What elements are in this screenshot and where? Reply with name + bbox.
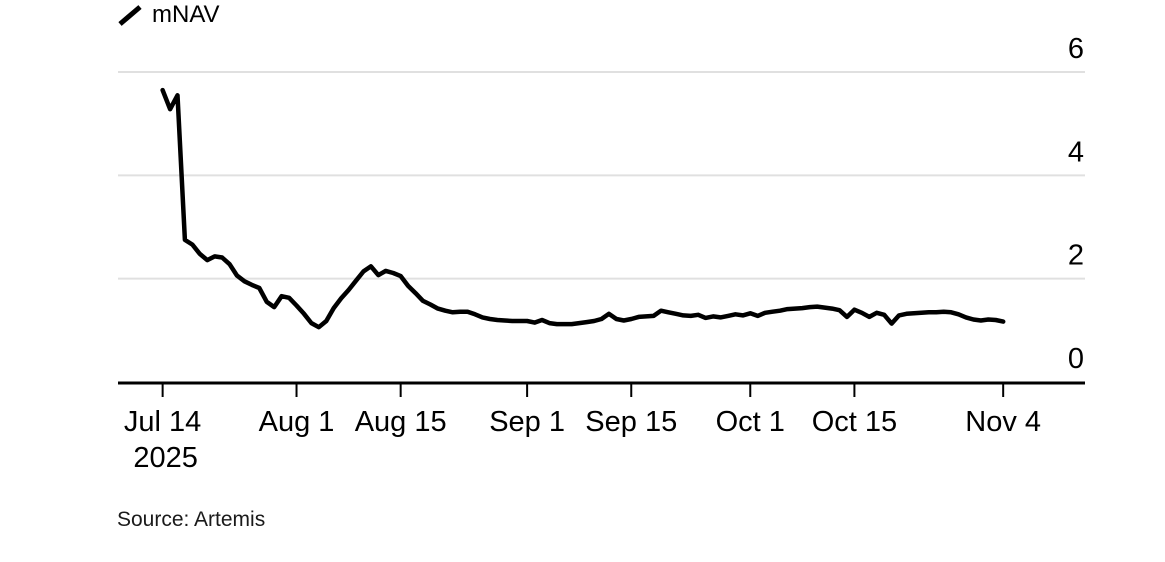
x-axis-label: Sep 1 xyxy=(489,406,565,438)
x-axis-label: Sep 15 xyxy=(585,406,677,438)
x-axis-labels: Jul 14 2025 Aug 1 Aug 15 Sep 1 Sep 15 Oct 1 Oct… xyxy=(124,406,1041,474)
line-series-swatch-icon xyxy=(118,5,142,26)
x-axis-ticks xyxy=(161,384,1005,397)
y-axis-label: 6 xyxy=(1068,33,1084,65)
mnav-series-line xyxy=(160,87,1006,330)
x-axis-label: Aug 15 xyxy=(355,406,447,438)
x-axis-label: Jul 14 xyxy=(124,406,201,438)
legend-label: mNAV xyxy=(152,1,220,28)
chart-legend: mNAV xyxy=(117,2,220,28)
y-axis-labels: 0 2 4 6 xyxy=(1068,33,1084,375)
x-axis-label: Oct 15 xyxy=(812,406,897,438)
source-note: Source: Artemis xyxy=(117,508,266,531)
x-axis-year-label: 2025 xyxy=(133,442,198,474)
x-axis-label: Oct 1 xyxy=(716,406,785,438)
x-axis-label: Aug 1 xyxy=(259,406,335,438)
y-gridlines xyxy=(118,71,1085,280)
y-axis-label: 4 xyxy=(1068,136,1084,168)
x-axis-label: Nov 4 xyxy=(965,406,1041,438)
y-axis-label: 2 xyxy=(1068,240,1084,272)
slash-icon xyxy=(118,5,142,26)
y-axis-label: 0 xyxy=(1068,343,1084,375)
